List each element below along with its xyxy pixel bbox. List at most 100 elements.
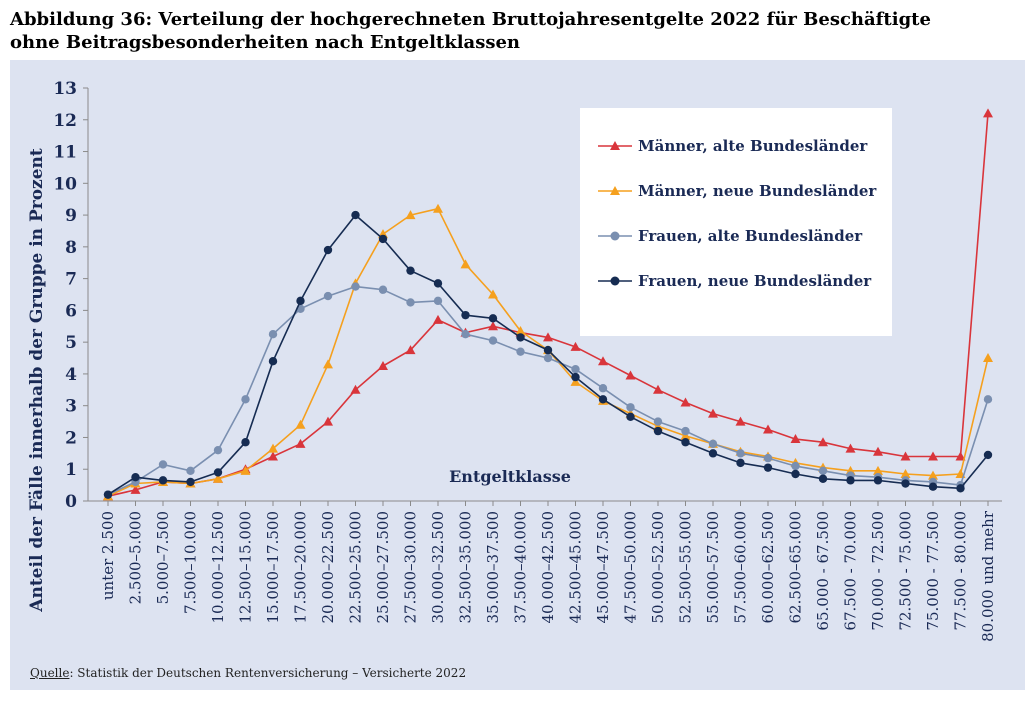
data-point-marker: [598, 395, 608, 404]
data-point-marker: [680, 430, 691, 440]
source-text: : Statistik der Deutschen Rentenversiche…: [69, 666, 467, 680]
legend-item-maenner-alte: Männer, alte Bundesländer: [598, 135, 867, 157]
y-tick-label: 12: [53, 111, 77, 131]
data-point-marker: [488, 336, 498, 345]
x-tick-label: 22.500–25.000: [347, 511, 365, 623]
x-tick-label: 37.500–40.000: [512, 511, 530, 623]
circle-marker-icon: [598, 276, 632, 286]
data-point-marker: [818, 437, 828, 447]
data-point-marker: [241, 438, 250, 447]
data-point-marker: [158, 476, 168, 485]
data-point-marker: [928, 451, 938, 461]
data-point-marker: [433, 279, 443, 288]
data-point-marker: [488, 314, 498, 323]
data-point-marker: [736, 449, 745, 458]
x-tick-label: 55.000–57.500: [704, 511, 722, 623]
x-tick-label: 75.000 - 77.500: [924, 511, 942, 631]
data-point-marker: [351, 210, 360, 220]
data-point-marker: [625, 370, 636, 380]
data-point-marker: [213, 468, 223, 477]
data-point-marker: [735, 416, 746, 426]
x-tick-label: 27.500–30.000: [402, 511, 420, 623]
x-tick-label: 25.000–27.500: [374, 511, 392, 623]
x-tick-label: 47.500–50.000: [622, 511, 640, 623]
x-tick-label: 77.500 - 80.000: [952, 511, 970, 631]
y-tick-label: 4: [65, 365, 77, 385]
data-point-marker: [488, 289, 498, 299]
data-point-marker: [791, 469, 800, 479]
data-point-marker: [598, 356, 608, 366]
figure-title: Abbildung 36: Verteilung der hochgerechn…: [10, 8, 1020, 54]
x-axis-title: Entgeltklasse: [449, 467, 571, 486]
data-point-marker: [240, 465, 251, 475]
data-point-marker: [626, 403, 635, 412]
data-point-marker: [323, 245, 333, 255]
data-point-marker: [653, 417, 663, 426]
data-point-marker: [406, 298, 415, 307]
data-point-marker: [653, 384, 663, 394]
y-tick-label: 8: [65, 238, 77, 258]
data-point-marker: [213, 445, 223, 455]
x-tick-label: 80.000 und mehr: [979, 510, 997, 642]
data-point-marker: [708, 449, 718, 458]
x-tick-label: unter 2.500: [99, 511, 117, 600]
data-point-marker: [378, 234, 388, 244]
data-point-marker: [461, 330, 470, 339]
data-point-marker: [323, 291, 333, 301]
data-point-marker: [296, 296, 305, 306]
data-point-marker: [873, 476, 883, 485]
legend-item-maenner-neue: Männer, neue Bundesländer: [598, 180, 876, 202]
data-point-marker: [460, 259, 471, 269]
x-tick-label: 40.000–42.500: [539, 511, 557, 623]
chart-legend: Männer, alte Bundesländer Männer, neue B…: [580, 108, 892, 336]
y-tick-label: 6: [65, 301, 77, 321]
data-point-marker: [983, 395, 993, 404]
data-point-marker: [570, 341, 581, 351]
data-point-marker: [845, 443, 856, 453]
data-point-marker: [763, 463, 773, 472]
x-tick-label: 72.500 - 75.000: [897, 511, 915, 631]
x-tick-label: 45.000–47.500: [594, 511, 612, 623]
data-point-marker: [378, 360, 388, 370]
x-tick-label: 50.000–52.500: [649, 511, 667, 623]
data-point-marker: [158, 460, 168, 469]
data-point-marker: [680, 397, 691, 407]
source-note: Quelle: Statistik der Deutschen Rentenve…: [30, 666, 466, 680]
data-point-marker: [103, 490, 113, 499]
x-tick-label: 15.000–17.500: [264, 511, 282, 623]
x-tick-label: 60.000–62.500: [759, 511, 777, 623]
data-point-marker: [708, 408, 718, 418]
source-label: Quelle: [30, 666, 70, 680]
data-point-marker: [983, 450, 993, 460]
x-tick-label: 2.500–5.000: [127, 511, 145, 604]
data-point-marker: [433, 296, 443, 306]
legend-label: Frauen, alte Bundesländer: [638, 227, 863, 245]
data-point-marker: [598, 384, 608, 393]
data-point-marker: [516, 347, 525, 356]
x-tick-label: 32.500–35.000: [457, 511, 475, 623]
y-tick-label: 11: [53, 143, 77, 163]
data-point-marker: [186, 466, 195, 476]
data-point-marker: [626, 412, 635, 422]
data-point-marker: [763, 453, 773, 463]
x-tick-label: 42.500–45.000: [567, 511, 585, 623]
data-point-marker: [736, 458, 745, 468]
legend-label: Männer, neue Bundesländer: [638, 182, 877, 200]
y-tick-label: 3: [65, 397, 77, 417]
data-point-marker: [873, 446, 883, 456]
y-tick-label: 5: [65, 333, 77, 353]
data-point-marker: [350, 384, 361, 394]
triangle-marker-icon: [598, 186, 632, 195]
data-point-marker: [900, 468, 911, 478]
data-point-marker: [763, 424, 773, 434]
x-tick-label: 62.500–65.000: [787, 511, 805, 623]
data-point-marker: [213, 473, 223, 483]
data-point-marker: [708, 439, 718, 449]
data-point-marker: [681, 438, 690, 447]
data-point-marker: [570, 376, 581, 386]
data-point-marker: [241, 395, 250, 404]
y-tick-label: 9: [65, 206, 77, 226]
data-point-marker: [900, 451, 911, 461]
data-point-marker: [901, 479, 910, 488]
data-point-marker: [571, 372, 580, 382]
